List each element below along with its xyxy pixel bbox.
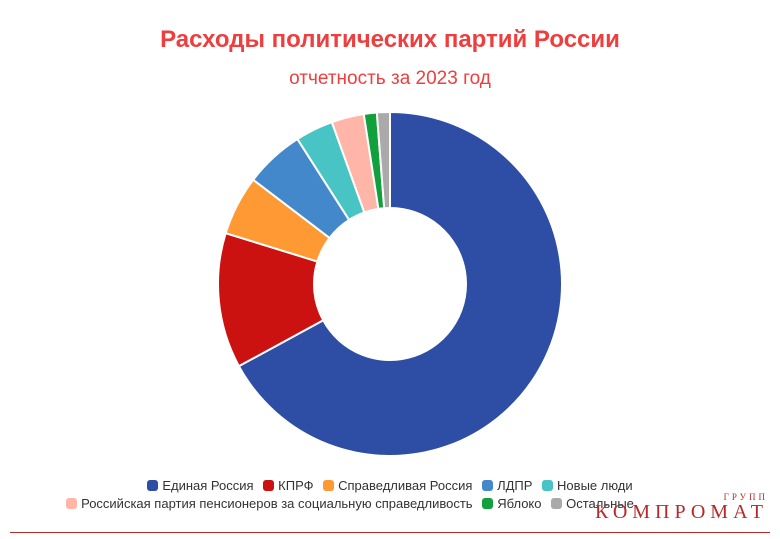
legend-label: ЛДПР	[497, 478, 533, 493]
watermark-logo: ГРУПП КОМПРОМАТ	[595, 492, 768, 522]
legend-label: Единая Россия	[162, 478, 254, 493]
legend-label: Остальные	[566, 496, 634, 511]
legend-label: Справедливая Россия	[338, 478, 473, 493]
legend-swatch	[551, 498, 563, 509]
legend-item-spravedlivaya-rossiya[interactable]: Справедливая Россия	[323, 478, 472, 493]
legend-label: Российская партия пенсионеров за социаль…	[81, 496, 473, 511]
legend-label: Новые люди	[557, 478, 633, 493]
legend-label: КПРФ	[278, 478, 314, 493]
watermark-big-text: КОМПРОМАТ	[594, 501, 768, 523]
legend-item-yabloko[interactable]: Яблоко	[482, 496, 542, 511]
legend-swatch	[323, 480, 335, 491]
legend-item-edinaya-rossiya[interactable]: Единая Россия	[147, 478, 254, 493]
legend-item-pensionery[interactable]: Российская партия пенсионеров за социаль…	[66, 496, 473, 511]
legend-swatch	[482, 480, 494, 491]
chart-subtitle: отчетность за 2023 год	[289, 68, 491, 89]
legend-item-ldpr[interactable]: ЛДПР	[482, 478, 532, 493]
legend-item-ostalnye[interactable]: Остальные	[551, 496, 634, 511]
legend-swatch	[482, 498, 494, 509]
legend-swatch	[542, 480, 554, 491]
chart-title: Расходы политических партий России	[160, 26, 620, 53]
legend-item-novye-lyudi[interactable]: Новые люди	[542, 478, 633, 493]
bottom-divider	[10, 532, 770, 533]
pie-slice-7[interactable]	[375, 111, 391, 210]
watermark-small-text: ГРУПП	[723, 492, 768, 502]
pie-slice-0[interactable]	[237, 111, 563, 457]
legend-row-2: Российская партия пенсионеров за социаль…	[0, 496, 740, 512]
legend-swatch	[66, 498, 78, 509]
legend-row-1: Единая Россия КПРФ Справедливая Россия Л…	[0, 478, 780, 494]
legend-swatch	[263, 480, 275, 491]
legend-label: Яблоко	[497, 496, 542, 511]
legend-swatch	[147, 480, 159, 491]
legend-item-kprf[interactable]: КПРФ	[263, 478, 314, 493]
